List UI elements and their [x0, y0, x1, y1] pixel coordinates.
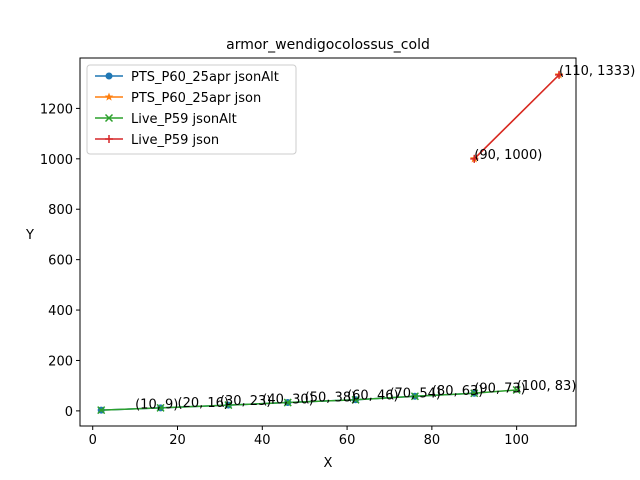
y-tick-label: 400 [48, 304, 73, 319]
legend-marker [104, 113, 114, 123]
axes-frame [79, 57, 577, 427]
y-tick-label: 600 [48, 254, 73, 269]
point-annotation: (90, 73) [474, 381, 526, 396]
legend: PTS_P60_25apr jsonAlt PTS_P60_25apr json L… [86, 64, 297, 155]
point-annotation: (90, 1000) [474, 148, 542, 163]
data-point [97, 406, 106, 415]
series-line [473, 74, 560, 160]
point-annotation: (20, 16) [178, 396, 230, 411]
y-tick-label: 800 [48, 203, 73, 218]
x-tick-label: 80 [424, 433, 441, 448]
x-tick-label: 20 [169, 433, 186, 448]
legend-marker [104, 92, 114, 101]
y-axis-label: Y [25, 228, 34, 243]
data-point [555, 70, 564, 79]
legend-label: PTS_P60_25apr json [131, 91, 261, 106]
point-annotation: (100, 83) [517, 379, 577, 394]
series-layer [97, 70, 564, 415]
y-tick-label: 1000 [40, 153, 73, 168]
y-tick-label: 0 [65, 405, 73, 420]
x-tick-label: 100 [504, 433, 529, 448]
y-axis: 0 200 400 600 800 1000 1200 [40, 102, 80, 420]
x-tick-label: 0 [89, 433, 97, 448]
data-point [470, 154, 479, 163]
x-tick-label: 40 [254, 433, 271, 448]
plot-area: (10, 9) (20, 16)(30, 23)(40, 30)(50, 38)(… [97, 64, 635, 415]
point-annotation: (110, 1333) [559, 64, 635, 79]
annotation-layer: (10, 9) (20, 16)(30, 23)(40, 30)(50, 38)(… [135, 64, 635, 413]
legend-label: Live_P59 json [131, 133, 219, 148]
data-point [283, 398, 292, 407]
series-3 [470, 70, 564, 163]
data-point [224, 401, 233, 410]
legend-entry: Live_P59 jsonAlt [95, 112, 237, 127]
legend-entry: PTS_P60_25apr json [95, 91, 261, 106]
point-annotation: (60, 46) [347, 388, 399, 403]
legend-entry: Live_P59 json [95, 133, 219, 148]
point-annotation: (30, 23) [220, 394, 272, 409]
x-axis: 0 20 40 60 80 100 [89, 426, 529, 448]
legend-label: PTS_P60_25apr jsonAlt [131, 70, 279, 85]
point-annotation: (70, 54) [389, 386, 441, 401]
series-line [101, 389, 517, 411]
y-tick-label: 200 [48, 354, 73, 369]
point-annotation: (10, 9) [135, 398, 178, 413]
data-point [410, 392, 419, 401]
point-annotation: (50, 38) [305, 390, 357, 405]
legend-box [86, 64, 297, 155]
series-2 [97, 385, 521, 415]
legend-entry: PTS_P60_25apr jsonAlt [95, 70, 279, 85]
data-point [470, 389, 479, 398]
legend-label: Live_P59 jsonAlt [131, 112, 237, 127]
data-point [351, 395, 360, 404]
point-annotation: (80, 63) [432, 384, 484, 399]
legend-marker [105, 135, 113, 143]
data-point [512, 385, 521, 394]
legend-marker [105, 72, 113, 80]
chart-title: armor_wendigocolossus_cold [226, 37, 430, 53]
x-axis-label: X [324, 456, 333, 471]
point-annotation: (40, 30) [262, 392, 314, 407]
x-tick-label: 60 [339, 433, 356, 448]
data-point [156, 403, 165, 412]
y-tick-label: 1200 [40, 102, 73, 117]
